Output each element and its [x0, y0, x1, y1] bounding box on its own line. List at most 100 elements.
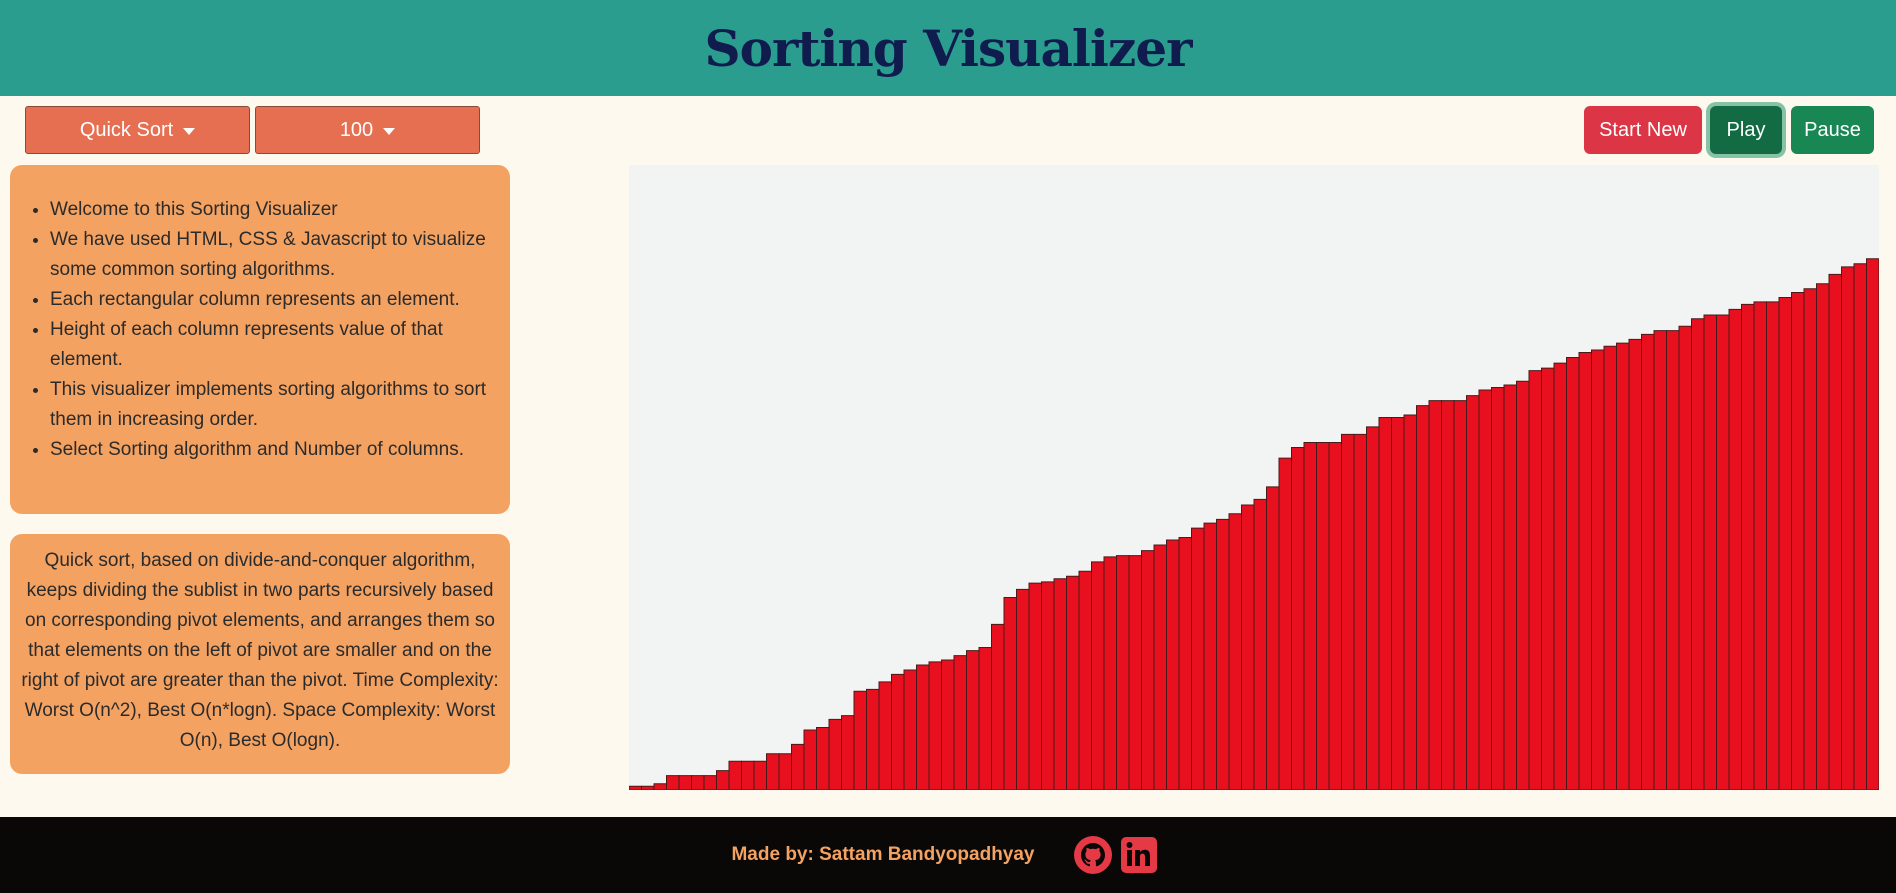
header-bar: Sorting Visualizer [0, 0, 1896, 96]
bar-column [666, 775, 680, 790]
bar-column [1041, 581, 1055, 790]
bar-column [953, 655, 967, 790]
bar-column [1841, 266, 1855, 790]
bar-column [1603, 345, 1617, 790]
pause-button[interactable]: Pause [1791, 106, 1874, 154]
bar-column [691, 775, 705, 790]
bar-column [1716, 314, 1730, 790]
bar-chart [629, 165, 1879, 790]
bar-column [1616, 342, 1630, 790]
bar-column [1341, 433, 1355, 790]
bar-column [1253, 498, 1267, 790]
bar-column [1241, 504, 1255, 790]
bar-column [1703, 314, 1717, 790]
bar-column [891, 673, 905, 790]
bar-column [1678, 325, 1692, 790]
bar-column [803, 729, 817, 790]
size-dropdown-label: 100 [339, 118, 374, 141]
bar-column [1178, 537, 1192, 790]
bar-column [853, 690, 867, 790]
bar-column [778, 753, 792, 790]
bar-column [1728, 308, 1742, 790]
bar-column [1741, 303, 1755, 790]
info-item: Each rectangular column represents an el… [50, 285, 496, 315]
bar-column [1328, 442, 1342, 790]
linkedin-icon[interactable] [1119, 835, 1159, 875]
bar-column [991, 623, 1005, 790]
bar-column [753, 760, 767, 790]
bar-column [903, 669, 917, 790]
bar-column [828, 718, 842, 790]
bar-column [1653, 330, 1667, 790]
bar-column [1516, 380, 1530, 790]
bar-column [1266, 486, 1280, 790]
bar-column [928, 661, 942, 790]
bar-column [1666, 330, 1680, 790]
bar-column [1578, 352, 1592, 790]
bars-svg [629, 258, 1879, 790]
bar-column [1066, 575, 1080, 790]
bar-column [741, 760, 755, 790]
bar-column [841, 715, 855, 790]
bar-column [1053, 578, 1067, 790]
bar-column [1503, 384, 1517, 790]
size-dropdown[interactable]: 100 [255, 106, 480, 154]
bar-column [653, 783, 667, 790]
bar-column [866, 688, 880, 790]
bar-column [1853, 263, 1867, 790]
bar-column [1791, 292, 1805, 790]
github-icon[interactable] [1073, 835, 1113, 875]
bar-column [703, 775, 717, 790]
bar-column [1291, 447, 1305, 790]
bar-column [1153, 544, 1167, 790]
bar-column [1803, 288, 1817, 790]
start-new-button[interactable]: Start New [1584, 106, 1702, 154]
bar-column [1628, 338, 1642, 790]
bar-column [1866, 258, 1879, 790]
bar-column [1828, 273, 1842, 790]
bar-column [1466, 395, 1480, 790]
bar-column [941, 659, 955, 790]
bar-column [1591, 349, 1605, 790]
caret-down-icon [383, 127, 396, 135]
info-item: Select Sorting algorithm and Number of c… [50, 435, 496, 465]
bar-column [1303, 442, 1317, 790]
caret-down-icon [183, 127, 196, 135]
play-button[interactable]: Play [1710, 106, 1782, 154]
bar-column [1553, 362, 1567, 790]
bar-column [629, 785, 642, 790]
bar-column [1403, 414, 1417, 790]
bar-column [791, 743, 805, 790]
info-item: This visualizer implements sorting algor… [50, 375, 496, 435]
bar-column [1478, 389, 1492, 790]
bar-column [966, 650, 980, 790]
algorithm-description: Quick sort, based on divide-and-conquer … [21, 550, 499, 751]
bar-column [1116, 555, 1130, 790]
bar-column [1691, 318, 1705, 790]
bar-column [1416, 405, 1430, 790]
bar-column [1103, 556, 1117, 790]
bar-column [1216, 518, 1230, 790]
algorithm-description-panel: Quick sort, based on divide-and-conquer … [10, 534, 510, 774]
bar-column [1166, 539, 1180, 790]
bar-column [978, 647, 992, 790]
algorithm-dropdown[interactable]: Quick Sort [25, 106, 250, 154]
bar-column [1203, 522, 1217, 790]
info-item: We have used HTML, CSS & Javascript to v… [50, 225, 496, 285]
bar-column [1753, 301, 1767, 790]
bar-column [641, 785, 655, 790]
bar-column [1366, 426, 1380, 790]
bar-column [878, 681, 892, 790]
footer-credit: Made by: Sattam Bandyopadhyay [731, 844, 1035, 865]
bar-column [1378, 417, 1392, 790]
info-list: Welcome to this Sorting Visualizer We ha… [24, 195, 496, 465]
bar-column [678, 775, 692, 790]
bar-column [1141, 550, 1155, 790]
bar-column [1566, 357, 1580, 790]
bar-column [1766, 301, 1780, 790]
bar-column [1541, 367, 1555, 790]
bar-column [1316, 442, 1330, 790]
bar-column [1028, 582, 1042, 790]
bar-column [816, 727, 830, 790]
bar-column [1641, 333, 1655, 790]
